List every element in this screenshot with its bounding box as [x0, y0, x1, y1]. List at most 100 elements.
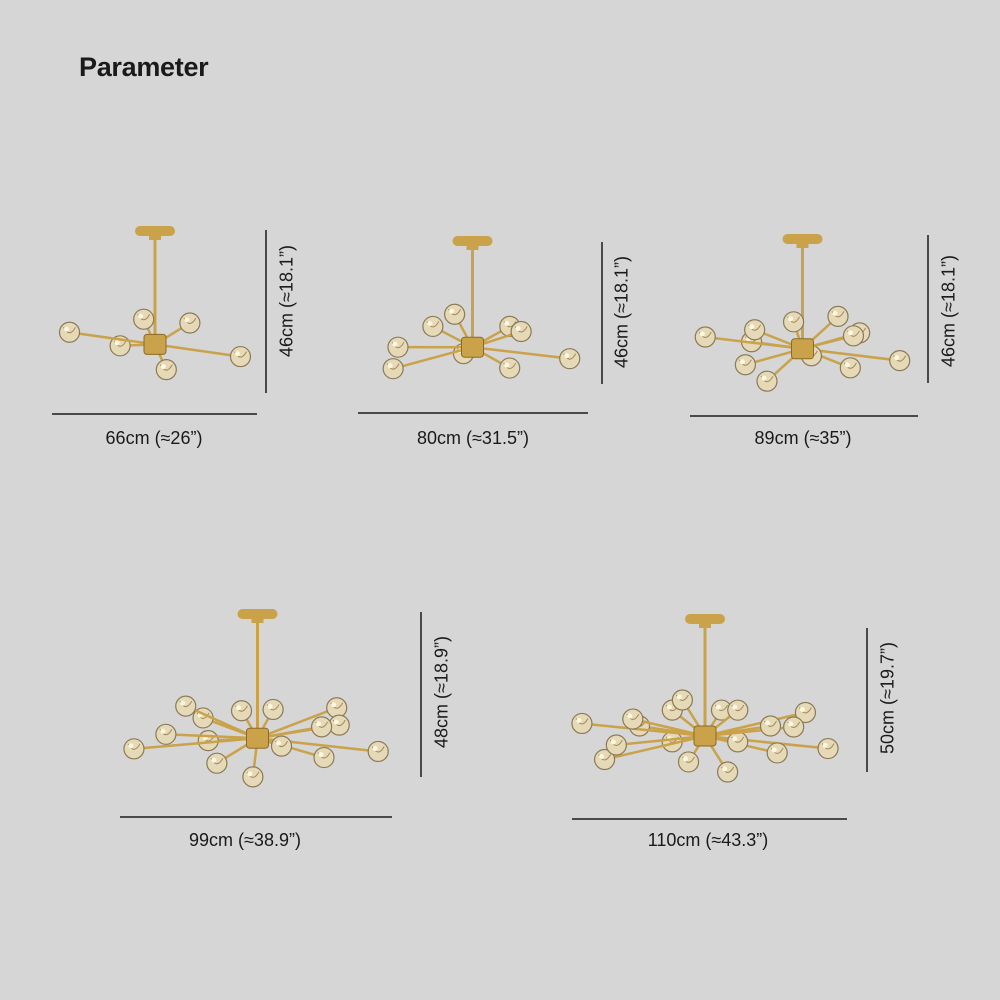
arm: [604, 734, 706, 761]
crystal-bulb: [766, 742, 788, 764]
crystal-bulb: [313, 746, 335, 769]
height-dimension-line: [265, 230, 267, 393]
crystal-bulb: [593, 748, 616, 771]
crystal-bulb: [671, 689, 693, 711]
crystal-bulb: [155, 723, 177, 745]
crystal-bulb: [694, 326, 716, 348]
crystal-bulb: [179, 312, 201, 334]
crystal-bulb: [270, 735, 293, 757]
width-label: 99cm (≈38.9”): [189, 830, 301, 850]
arm: [704, 734, 829, 750]
crystal-bulb: [58, 321, 81, 343]
height-label: 46cm (≈18.1”): [938, 255, 959, 367]
arm: [185, 704, 259, 740]
height-label: 48cm (≈18.9”): [431, 636, 452, 748]
crystal-bulb: [133, 308, 155, 330]
crystal-bulb: [727, 699, 749, 721]
width-dimension-line: [358, 412, 588, 414]
canopy-neck: [251, 617, 264, 623]
crystal-bulb: [889, 350, 911, 372]
crystal-bulb: [262, 698, 284, 721]
height-label: 46cm (≈18.1”): [611, 256, 632, 368]
canopy: [237, 609, 278, 619]
canopy-neck: [149, 234, 161, 240]
crystal-bulb: [242, 766, 264, 788]
crystal-bulb: [839, 357, 861, 379]
width-dimension-line: [120, 816, 392, 818]
width-label: 89cm (≈35”): [754, 428, 852, 448]
width-dimension-line: [52, 413, 257, 415]
chandelier-image: [382, 236, 581, 380]
canopy-neck: [796, 242, 809, 248]
hub: [791, 338, 814, 360]
arm: [154, 343, 241, 358]
arm: [704, 711, 806, 738]
crystal-bulb: [827, 305, 849, 328]
canopy: [685, 614, 725, 624]
crystal-bulb: [734, 354, 756, 376]
height-dimension-line: [927, 235, 929, 383]
hub: [246, 727, 269, 749]
crystal-bulb: [759, 715, 782, 737]
crystal-bulb: [230, 700, 253, 722]
width-label: 80cm (≈31.5”): [417, 428, 529, 448]
canopy: [782, 234, 823, 244]
crystal-bulb: [155, 358, 177, 381]
crystal-bulb: [794, 701, 817, 724]
crystal-bulb: [367, 740, 389, 763]
crystal-bulb: [842, 325, 865, 347]
crystal-bulb: [717, 761, 739, 783]
crystal-bulb: [206, 752, 228, 774]
height-dimension-line: [866, 628, 868, 772]
crystal-bulb: [499, 357, 521, 379]
crystal-bulb: [326, 697, 348, 719]
chandelier-image: [571, 614, 839, 783]
hub: [143, 333, 167, 355]
crystal-bulb: [310, 716, 333, 738]
height-dimension-line: [601, 242, 603, 384]
arm: [165, 733, 258, 740]
hub: [461, 336, 484, 358]
canopy: [452, 236, 493, 246]
crystal-bulb: [817, 737, 839, 760]
height-dimension-line: [420, 612, 422, 777]
crystal-bulb: [382, 358, 404, 380]
crystal-bulb: [782, 311, 805, 333]
crystal-bulb: [422, 315, 444, 338]
arm: [581, 722, 706, 738]
crystal-bulb: [622, 708, 644, 730]
arm: [616, 734, 706, 747]
crystal-bulb: [744, 319, 766, 341]
crystal-bulb: [387, 336, 409, 358]
arm: [133, 736, 258, 751]
crystal-bulb: [123, 738, 145, 760]
height-label: 46cm (≈18.1”): [276, 245, 297, 357]
canopy-neck: [466, 244, 479, 250]
arm: [69, 330, 156, 346]
crystal-bulb: [783, 716, 805, 738]
crystal-bulb: [559, 348, 581, 370]
arm: [472, 345, 570, 360]
arm: [705, 335, 803, 351]
crystal-bulb: [727, 731, 749, 753]
crystal-bulb: [756, 370, 778, 392]
crystal-bulb: [510, 320, 532, 343]
arm: [257, 706, 338, 740]
chandelier-image: [694, 234, 911, 392]
arm: [392, 345, 473, 370]
hub: [693, 725, 717, 747]
canopy-neck: [699, 622, 711, 628]
width-dimension-line: [690, 415, 918, 417]
crystal-bulb: [175, 695, 197, 717]
arm: [632, 717, 706, 738]
width-label: 110cm (≈43.3”): [647, 830, 769, 850]
chandelier-image: [123, 609, 389, 788]
height-label: 50cm (≈19.7”): [877, 642, 898, 754]
chandelier-image: [58, 226, 252, 381]
crystal-bulb: [605, 734, 627, 756]
crystal-bulb: [328, 714, 350, 736]
crystal-bulb: [571, 712, 593, 735]
crystal-bulb: [444, 303, 466, 325]
page-title: Parameter: [79, 52, 209, 82]
crystal-bulb: [229, 345, 252, 368]
